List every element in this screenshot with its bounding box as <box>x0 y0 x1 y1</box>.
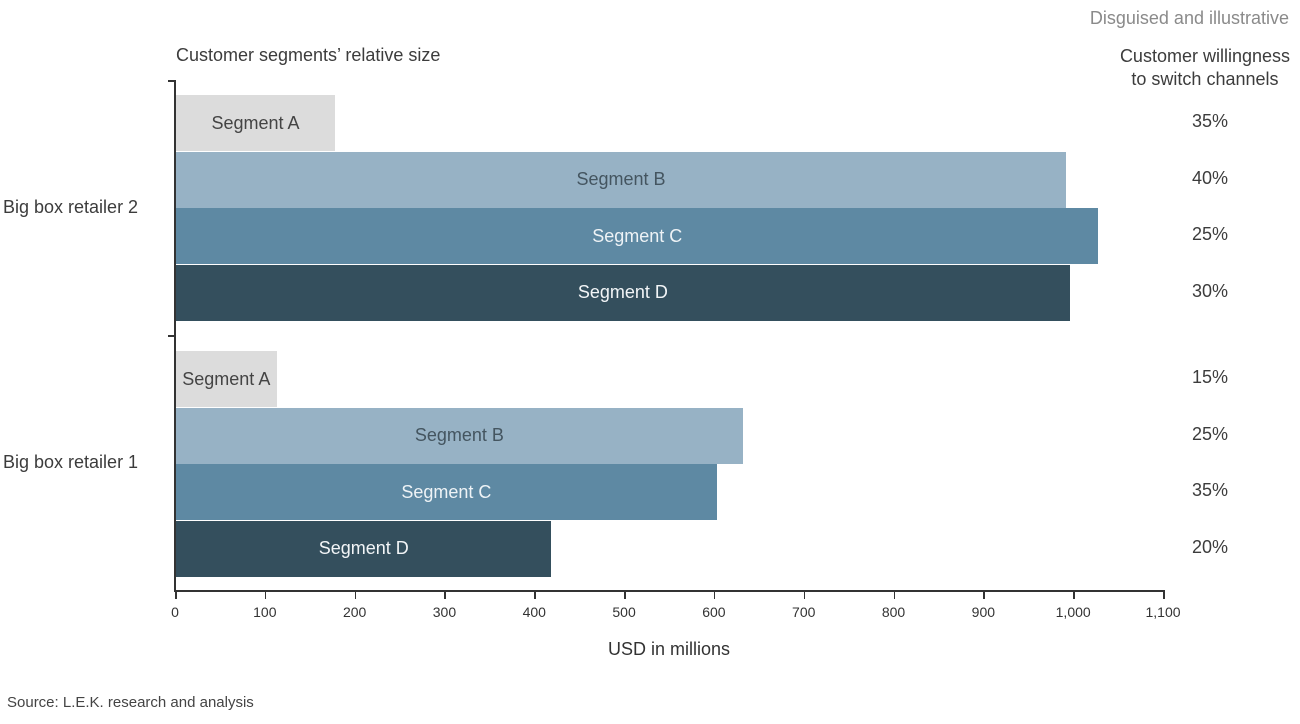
x-axis-line <box>174 590 1164 592</box>
x-axis-tick-label: 0 <box>171 604 179 620</box>
x-axis-tick-label: 700 <box>792 604 816 620</box>
bar-retailer-1-segment-c: Segment C <box>176 464 717 520</box>
switch-willingness-value: 25% <box>1191 423 1229 444</box>
right-header-line2: to switch channels <box>1131 69 1279 89</box>
x-axis-tick-label: 800 <box>881 604 906 620</box>
y-axis-line <box>174 80 176 592</box>
x-axis-tick-label: 200 <box>342 604 367 620</box>
y-axis-tick <box>168 80 175 82</box>
bar-label: Segment D <box>318 538 409 558</box>
x-axis-tick-label: 300 <box>432 604 457 620</box>
bar-label: Segment B <box>576 169 666 189</box>
x-axis-tick <box>264 590 267 599</box>
chart-subtitle: Customer segments’ relative size <box>176 45 441 65</box>
bar-label: Segment B <box>414 425 504 445</box>
x-axis-tick <box>1163 590 1165 599</box>
bar-retailer-1-segment-b: Segment B <box>176 407 743 464</box>
x-axis-tick-label: 500 <box>612 604 636 620</box>
x-axis-tick-label: 1,000 <box>1055 604 1091 620</box>
x-axis-tick-label: 400 <box>522 604 546 620</box>
switch-willingness-value: 25% <box>1191 224 1229 244</box>
x-axis-tick <box>893 590 896 599</box>
y-axis-tick <box>168 335 175 337</box>
switch-willingness-value: 20% <box>1191 536 1229 557</box>
bar-retailer-2-segment-c: Segment C <box>176 208 1099 264</box>
x-axis-tick <box>713 590 716 599</box>
bar-label: Segment A <box>211 112 300 133</box>
x-axis-tick <box>1073 590 1075 599</box>
x-axis-tick <box>354 590 357 599</box>
bar-label: Segment C <box>592 225 683 246</box>
x-axis-tick-label: 1,100 <box>1145 604 1181 620</box>
bar-label: Segment C <box>401 481 492 502</box>
switch-willingness-value: 15% <box>1191 367 1229 387</box>
switch-willingness-value: 35% <box>1191 111 1229 131</box>
bar-retailer-1-segment-d: Segment D <box>176 520 552 577</box>
switch-willingness-value: 35% <box>1191 480 1229 500</box>
bar-retailer-2-segment-a: Segment A <box>176 95 335 151</box>
x-axis-tick <box>983 590 985 599</box>
x-axis-tick <box>624 590 626 599</box>
group-label-retailer-2: Big box retailer 2 <box>3 197 139 217</box>
bar-retailer-1-segment-a: Segment A <box>176 351 277 407</box>
bar-retailer-2-segment-b: Segment B <box>176 151 1067 208</box>
bar-retailer-2-segment-d: Segment D <box>176 264 1070 321</box>
x-axis-tick-label: 100 <box>253 604 277 620</box>
right-column-header: Customer willingness to switch channels <box>1120 45 1290 91</box>
switch-willingness-value: 30% <box>1191 280 1229 301</box>
group-label-retailer-1: Big box retailer 1 <box>3 452 139 472</box>
switch-willingness-value: 40% <box>1191 167 1229 188</box>
x-axis-tick <box>803 590 806 599</box>
x-axis-tick <box>444 590 446 599</box>
x-axis-tick-label: 600 <box>702 604 726 620</box>
source-note: Source: L.E.K. research and analysis <box>7 694 254 711</box>
bar-label: Segment A <box>182 368 271 389</box>
x-axis-label: USD in millions <box>607 639 731 659</box>
x-axis-tick <box>534 590 536 599</box>
bar-label: Segment D <box>577 282 668 302</box>
x-axis-tick <box>175 590 177 599</box>
disclaimer-note: Disguised and illustrative <box>1089 8 1289 28</box>
right-header-line1: Customer willingness <box>1119 46 1290 66</box>
x-axis-tick-label: 900 <box>971 604 996 620</box>
